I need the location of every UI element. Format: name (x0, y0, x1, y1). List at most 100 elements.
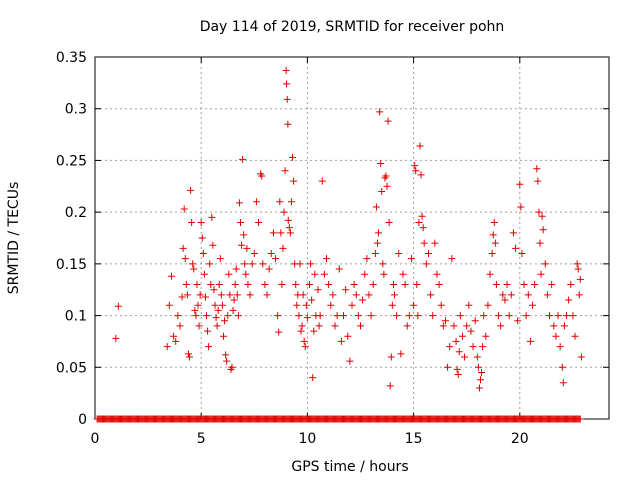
data-point (170, 332, 178, 340)
data-point (198, 234, 206, 242)
data-point (215, 281, 223, 289)
data-point (292, 281, 300, 289)
y-tick-label: 0.35 (56, 50, 87, 66)
data-point (248, 260, 256, 268)
data-point (234, 312, 242, 320)
data-point (167, 272, 175, 280)
data-point (318, 177, 326, 185)
data-point (422, 260, 430, 268)
data-point (189, 260, 197, 268)
data-point (444, 363, 452, 371)
data-point (393, 312, 401, 320)
data-point (533, 165, 541, 173)
data-point (560, 322, 568, 330)
x-tick-label: 0 (91, 431, 100, 447)
data-point (216, 255, 224, 263)
data-point (274, 312, 282, 320)
data-point (437, 301, 445, 309)
data-point (563, 312, 571, 320)
data-point (416, 142, 424, 150)
data-point (407, 255, 415, 263)
data-point (301, 343, 309, 351)
data-point (278, 281, 286, 289)
data-point (302, 301, 310, 309)
data-point (577, 353, 585, 361)
data-point (329, 291, 337, 299)
data-point (208, 213, 216, 221)
data-point (522, 312, 530, 320)
data-point (537, 270, 545, 278)
data-point (478, 368, 486, 376)
data-point (439, 322, 447, 330)
data-point (427, 291, 435, 299)
data-point (252, 198, 260, 206)
data-point (276, 198, 284, 206)
y-axis-label: SRMTID / TECUs (6, 182, 22, 295)
data-point (296, 260, 304, 268)
data-point (179, 244, 187, 252)
data-point (239, 155, 247, 163)
data-point (455, 348, 463, 356)
data-point (558, 363, 566, 371)
data-point (311, 270, 319, 278)
data-point (201, 293, 209, 301)
data-point (376, 108, 384, 116)
data-point (263, 291, 271, 299)
data-point (199, 250, 207, 258)
data-point (204, 327, 212, 335)
data-point (554, 312, 562, 320)
data-point (174, 312, 182, 320)
data-point (388, 301, 396, 309)
plot-frame (94, 56, 610, 420)
data-point (505, 312, 513, 320)
data-point (465, 301, 473, 309)
data-point (323, 255, 331, 263)
data-point (418, 212, 426, 220)
data-point (327, 301, 335, 309)
data-point (195, 322, 203, 330)
data-point (240, 231, 248, 239)
data-point (467, 327, 475, 335)
data-point (315, 322, 323, 330)
data-point (412, 167, 420, 175)
data-point (325, 281, 333, 289)
data-point (543, 291, 551, 299)
data-point (456, 312, 464, 320)
data-point (499, 291, 507, 299)
data-point (279, 244, 287, 252)
data-point (250, 250, 258, 258)
data-point (389, 281, 397, 289)
data-point (397, 350, 405, 358)
data-point (475, 384, 483, 392)
data-point (289, 153, 297, 161)
data-point (567, 281, 575, 289)
data-point (222, 351, 230, 359)
data-point (387, 353, 395, 361)
data-point (497, 322, 505, 330)
data-point (429, 312, 437, 320)
data-point (200, 270, 208, 278)
data-point (491, 239, 499, 247)
data-point (265, 265, 273, 273)
data-point (479, 343, 487, 351)
data-point (473, 353, 481, 361)
data-point (452, 337, 460, 345)
data-point (559, 379, 567, 387)
y-tick-label: 0.3 (65, 102, 87, 118)
data-point (419, 224, 427, 232)
data-point (286, 229, 294, 237)
data-point (373, 239, 381, 247)
data-point (516, 180, 524, 188)
data-point (284, 120, 292, 128)
data-point (342, 286, 350, 294)
data-point (258, 172, 266, 180)
data-point (225, 270, 233, 278)
data-point (482, 332, 490, 340)
data-point (340, 312, 348, 320)
data-point (344, 332, 352, 340)
data-point (534, 177, 542, 185)
data-point (314, 286, 322, 294)
data-point (546, 312, 554, 320)
data-point (535, 208, 543, 216)
